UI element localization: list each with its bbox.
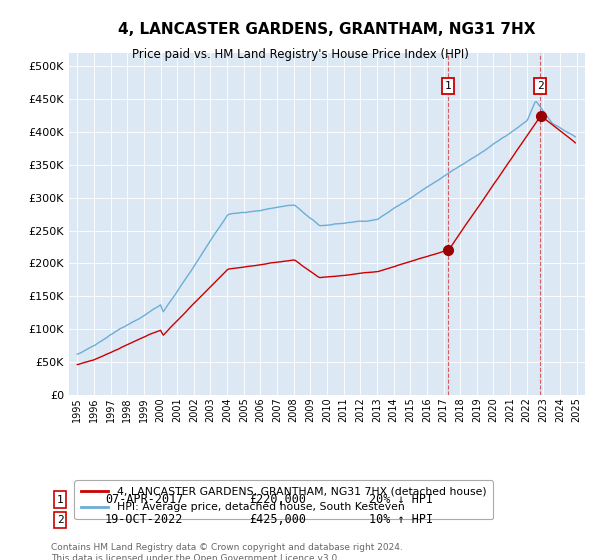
Text: 2: 2: [56, 515, 64, 525]
Text: 07-APR-2017: 07-APR-2017: [105, 493, 184, 506]
Text: 2: 2: [536, 81, 544, 91]
Text: Contains HM Land Registry data © Crown copyright and database right 2024.
This d: Contains HM Land Registry data © Crown c…: [51, 543, 403, 560]
Text: 10% ↑ HPI: 10% ↑ HPI: [369, 513, 433, 526]
Text: Price paid vs. HM Land Registry's House Price Index (HPI): Price paid vs. HM Land Registry's House …: [131, 48, 469, 60]
Text: 20% ↓ HPI: 20% ↓ HPI: [369, 493, 433, 506]
Text: 1: 1: [56, 494, 64, 505]
Text: 19-OCT-2022: 19-OCT-2022: [105, 513, 184, 526]
Text: 1: 1: [445, 81, 451, 91]
Text: £425,000: £425,000: [249, 513, 306, 526]
Title: 4, LANCASTER GARDENS, GRANTHAM, NG31 7HX: 4, LANCASTER GARDENS, GRANTHAM, NG31 7HX: [118, 22, 536, 37]
Text: £220,000: £220,000: [249, 493, 306, 506]
Legend: 4, LANCASTER GARDENS, GRANTHAM, NG31 7HX (detached house), HPI: Average price, d: 4, LANCASTER GARDENS, GRANTHAM, NG31 7HX…: [74, 480, 493, 519]
